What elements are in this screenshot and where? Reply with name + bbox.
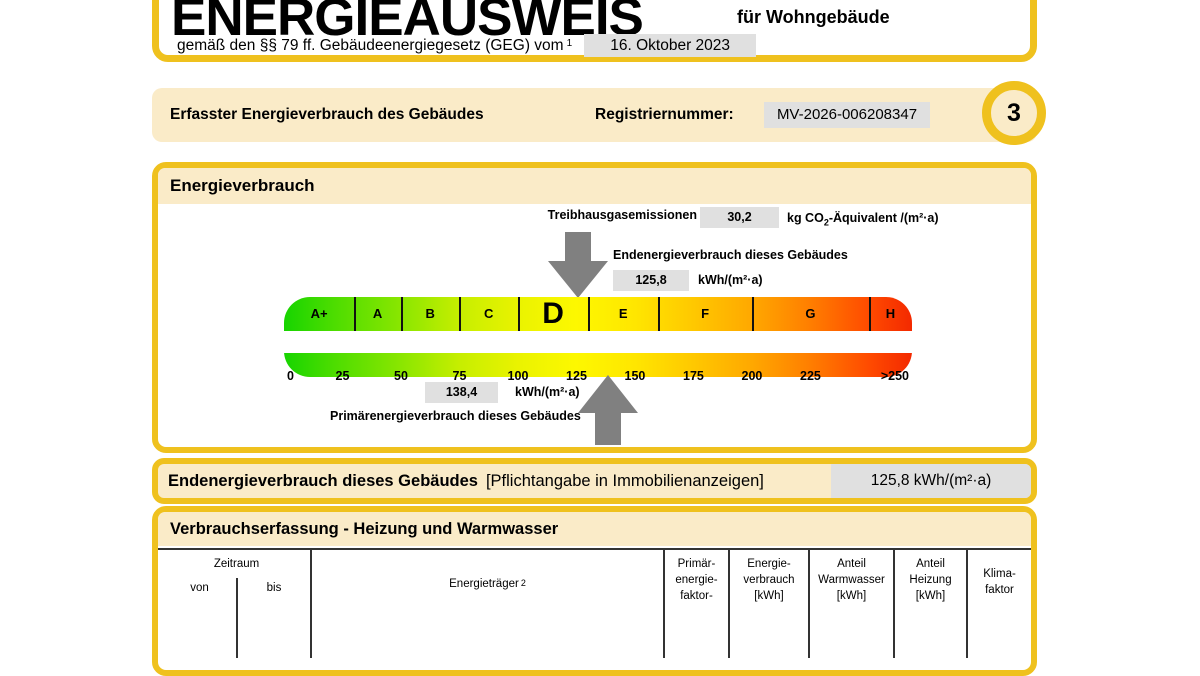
scale-divider [459, 297, 462, 331]
scale-class-label: C [484, 306, 494, 321]
scale-divider [751, 297, 754, 331]
scale-tick: 100 [507, 369, 529, 383]
registry-strip: Erfasster Energieverbrauch des Gebäudes … [152, 88, 1037, 142]
banner-value-field: 125,8 kWh/(m²·a) [831, 464, 1031, 498]
col-energieverbrauch: Energie- verbrauch [kWh] [730, 550, 810, 658]
scale-tick-band: 0 25 50 75 100 125 150 175 200 225 >250 [284, 331, 912, 383]
registry-number-label: Registriernummer: [595, 106, 734, 123]
scale-divider [517, 297, 520, 331]
law-footnote-marker: 1 [566, 38, 573, 49]
end-energy-arrow [548, 232, 609, 298]
col-anteil-warmwasser: Anteil Warmwasser [kWh] [810, 550, 895, 658]
energy-consumption-section: Energieverbrauch Treibhausgasemissionen … [152, 162, 1037, 453]
col-klimafaktor: Klima- faktor [983, 568, 1016, 596]
col-bis-label: bis [266, 582, 282, 594]
col-zeitraum: Zeitraum von bis [163, 550, 312, 658]
scale-class-label: A+ [310, 306, 328, 321]
ghg-emissions-unit: kg CO2-Äquivalent /(m²·a) [787, 211, 939, 228]
law-reference-text: gemäß den §§ 79 ff. Gebäudeenergiegesetz… [177, 36, 564, 54]
scale-divider [658, 297, 661, 331]
registry-number-field: MV-2026-006208347 [764, 102, 930, 128]
registry-section-title: Erfasster Energieverbrauch des Gebäudes [170, 106, 484, 123]
scale-class-label: H [885, 306, 896, 321]
col-zeitraum-label: Zeitraum [213, 558, 260, 570]
scale-class-label: A [372, 306, 383, 321]
scale-class-label: D [542, 297, 564, 330]
primary-energy-value-field: 138,4 [425, 382, 498, 403]
energieausweis-page: { "header": { "title": "ENERGIEAUSWEIS",… [152, 0, 1046, 676]
scale-divider [354, 297, 357, 331]
end-energy-unit: kWh/(m²·a) [698, 273, 763, 287]
primary-energy-unit: kWh/(m²·a) [515, 385, 580, 399]
energy-scale: A+ A B C D E F G H 0 25 50 75 100 125 150 175 200 225 >250 [284, 297, 912, 383]
document-title: ENERGIEAUSWEIS [171, 0, 644, 47]
scale-tick: 75 [452, 369, 467, 383]
law-reference-row: gemäß den §§ 79 ff. Gebäudeenergiegesetz… [177, 34, 757, 57]
end-energy-value-field: 125,8 [613, 270, 689, 291]
scale-class-label: E [618, 306, 628, 321]
scale-tick: >250 [880, 369, 909, 383]
arrow-up-icon [577, 375, 638, 413]
header-box: ENERGIEAUSWEIS für Wohngebäude gemäß den… [152, 0, 1037, 62]
scale-tick: 0 [287, 369, 294, 383]
scale-divider [400, 297, 403, 331]
usage-table-header-row: Zeitraum von bis Energieträger 2 Primär- … [158, 548, 1031, 658]
scale-tick: 175 [683, 369, 704, 383]
arrow-down-icon [548, 261, 609, 298]
ghg-emissions-value-field: 30,2 [700, 207, 779, 228]
col-anteil-heizung: Anteil Heizung [kWh] [895, 550, 968, 658]
end-energy-label: Endenergieverbrauch dieses Gebäudes [613, 248, 848, 262]
primary-energy-arrow [577, 375, 638, 445]
energy-section-header: Energieverbrauch [158, 168, 1031, 204]
page-number-badge: 3 [982, 81, 1046, 145]
primary-energy-label: Primärenergieverbrauch dieses Gebäudes [330, 409, 581, 423]
document-subtitle: für Wohngebäude [737, 7, 890, 27]
ghg-emissions-label: Treibhausgasemissionen [547, 208, 697, 222]
col-primaerenergiefaktor: Primär- energie- faktor- [665, 550, 730, 658]
arrow-down-stem [565, 232, 592, 261]
scale-tick: 25 [335, 369, 350, 383]
col-von-label: von [163, 578, 238, 658]
scale-tick: 225 [800, 369, 821, 383]
scale-divider [588, 297, 591, 331]
usage-table-section: Verbrauchserfassung - Heizung und Warmwa… [152, 506, 1037, 676]
banner-note: [Pflichtangabe in Immobilienanzeigen] [485, 471, 764, 490]
scale-divider [868, 297, 871, 331]
scale-class-label: B [425, 306, 435, 321]
usage-section-title: Verbrauchserfassung - Heizung und Warmwa… [170, 519, 559, 538]
energy-section-title: Energieverbrauch [170, 176, 315, 195]
scale-tick: 200 [741, 369, 763, 383]
law-date-field: 16. Oktober 2023 [584, 34, 757, 57]
scale-tick: 50 [394, 369, 408, 383]
end-energy-banner: Endenergieverbrauch dieses Gebäudes [Pfl… [152, 458, 1037, 504]
arrow-up-stem [594, 413, 621, 445]
col-energietraeger: Energieträger 2 [312, 550, 665, 658]
banner-title: Endenergieverbrauch dieses Gebäudes [168, 471, 478, 490]
scale-class-label: G [805, 306, 816, 321]
energy-section-body: Treibhausgasemissionen 30,2 kg CO2-Äquiv… [158, 204, 1031, 447]
usage-section-header: Verbrauchserfassung - Heizung und Warmwa… [158, 512, 1031, 546]
scale-class-label: F [701, 306, 710, 321]
page-number: 3 [1007, 98, 1021, 127]
energietraeger-footnote: 2 [520, 578, 526, 588]
